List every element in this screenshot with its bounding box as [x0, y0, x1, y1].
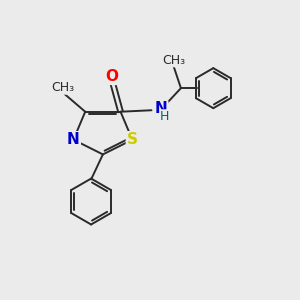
Text: CH₃: CH₃: [52, 81, 75, 94]
Text: O: O: [105, 69, 118, 84]
Text: CH₃: CH₃: [162, 54, 185, 67]
Text: N: N: [67, 132, 80, 147]
Text: N: N: [155, 101, 168, 116]
Text: S: S: [127, 132, 138, 147]
Text: H: H: [160, 110, 169, 123]
